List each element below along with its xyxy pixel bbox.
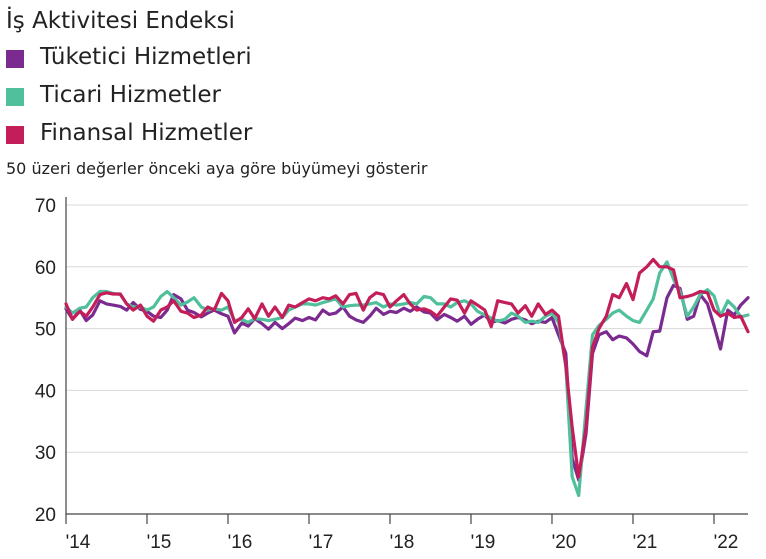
y-tick-label: 70 xyxy=(35,196,56,217)
legend-item-tuketici: Tüketici Hizmetleri xyxy=(6,38,252,76)
y-tick-label: 50 xyxy=(35,320,56,341)
x-tick-label: '16 xyxy=(228,532,253,553)
legend-swatch-tuketici xyxy=(6,49,24,68)
series-line-tuketici xyxy=(64,283,750,482)
x-tick-label: '14 xyxy=(66,532,91,553)
x-tick-label: '22 xyxy=(714,532,739,553)
x-tick-label: '20 xyxy=(552,532,577,553)
series-line-ticari xyxy=(64,260,750,498)
legend-swatch-finansal xyxy=(6,125,24,144)
chart-note: 50 üzeri değerler önceki aya göre büyüme… xyxy=(6,159,428,178)
x-tick-label: '18 xyxy=(390,532,415,553)
x-tick-label: '15 xyxy=(147,532,172,553)
legend-item-ticari: Ticari Hizmetler xyxy=(6,76,252,114)
legend-swatch-ticari xyxy=(6,87,24,106)
y-tick-label: 30 xyxy=(35,443,56,464)
y-tick-label: 20 xyxy=(35,505,56,526)
chart-title: İş Aktivitesi Endeksi xyxy=(6,8,235,34)
y-tick-label: 40 xyxy=(35,381,56,402)
x-tick-label: '19 xyxy=(471,532,496,553)
legend-label-tuketici: Tüketici Hizmetleri xyxy=(40,44,252,70)
x-tick-label: '17 xyxy=(309,532,334,553)
legend-item-finansal: Finansal Hizmetler xyxy=(6,114,252,152)
x-tick-label: '21 xyxy=(633,532,658,553)
legend-label-ticari: Ticari Hizmetler xyxy=(40,82,221,108)
y-tick-label: 60 xyxy=(35,258,56,279)
series-line-finansal xyxy=(64,257,750,479)
legend: Tüketici Hizmetleri Ticari Hizmetler Fin… xyxy=(6,38,252,152)
legend-label-finansal: Finansal Hizmetler xyxy=(40,120,253,146)
